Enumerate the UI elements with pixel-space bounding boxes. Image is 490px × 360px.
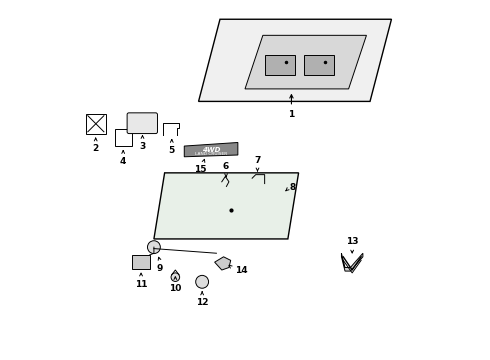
Text: 5: 5 xyxy=(169,146,175,155)
Bar xyxy=(115,129,132,146)
Polygon shape xyxy=(342,253,363,271)
Text: 12: 12 xyxy=(196,297,208,306)
Polygon shape xyxy=(215,257,231,270)
Bar xyxy=(86,114,106,134)
Circle shape xyxy=(196,275,209,288)
Text: 11: 11 xyxy=(135,280,147,289)
Polygon shape xyxy=(272,191,286,203)
Polygon shape xyxy=(154,173,298,239)
Bar xyxy=(132,255,149,269)
Text: 13: 13 xyxy=(346,237,358,246)
Circle shape xyxy=(147,241,160,253)
Text: 4: 4 xyxy=(120,157,126,166)
Text: 8: 8 xyxy=(290,183,296,192)
Text: 2: 2 xyxy=(93,144,99,153)
Text: 1: 1 xyxy=(288,111,294,120)
Text: LAND CRUISER: LAND CRUISER xyxy=(195,152,227,156)
Polygon shape xyxy=(245,35,367,89)
Circle shape xyxy=(171,273,180,282)
Bar xyxy=(304,55,334,75)
Polygon shape xyxy=(198,19,392,102)
Text: 4WD: 4WD xyxy=(202,147,220,153)
Text: 7: 7 xyxy=(254,156,261,165)
Text: 9: 9 xyxy=(157,264,163,273)
Text: 6: 6 xyxy=(223,162,229,171)
Text: 14: 14 xyxy=(235,266,248,275)
FancyArrowPatch shape xyxy=(255,179,262,183)
FancyBboxPatch shape xyxy=(127,113,157,134)
Text: 3: 3 xyxy=(139,142,146,151)
Text: 15: 15 xyxy=(194,165,206,174)
Bar xyxy=(265,55,295,75)
Polygon shape xyxy=(184,143,238,157)
Text: 10: 10 xyxy=(169,284,181,293)
